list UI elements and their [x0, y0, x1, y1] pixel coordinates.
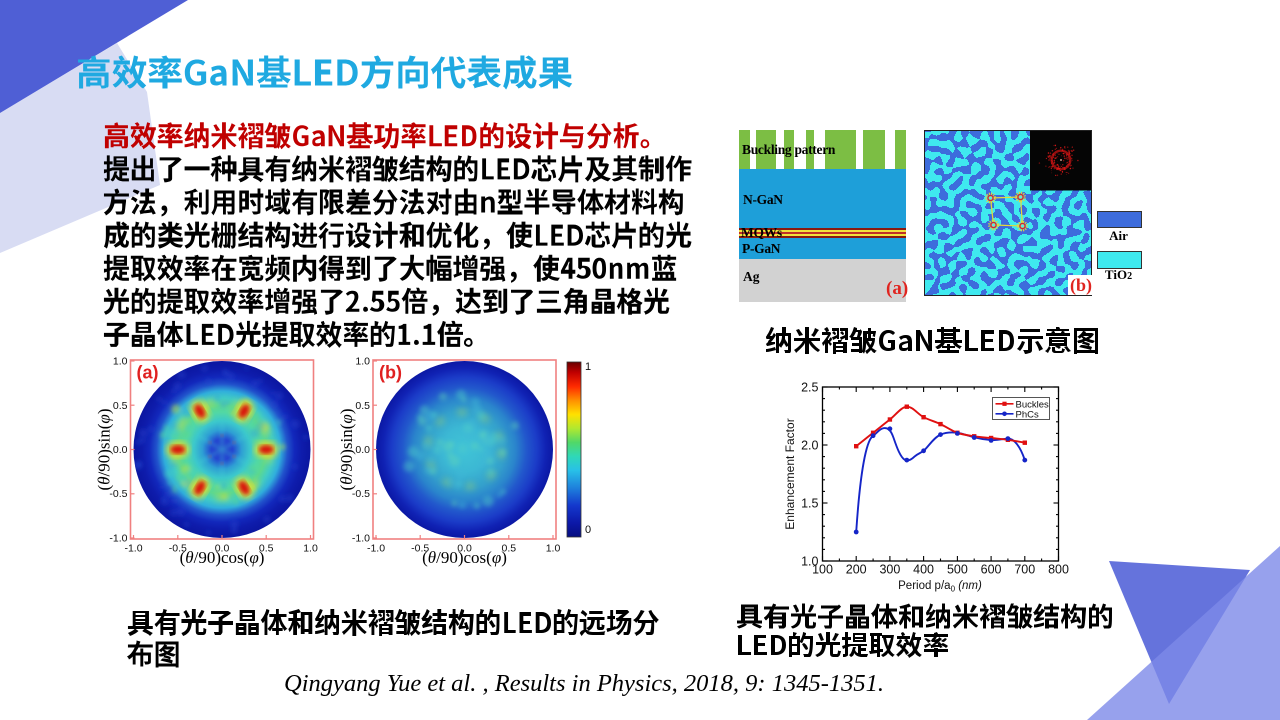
- svg-text:1.0: 1.0: [303, 543, 318, 555]
- svg-text:-0.5: -0.5: [411, 543, 429, 555]
- svg-text:1.0: 1.0: [801, 555, 818, 569]
- svg-text:1.0: 1.0: [355, 356, 370, 368]
- svg-text:Period p/a0 (nm): Period p/a0 (nm): [898, 580, 982, 594]
- svg-text:1.0: 1.0: [546, 543, 561, 555]
- svg-text:0: 0: [585, 524, 591, 536]
- svg-text:Buckles: Buckles: [1016, 399, 1050, 410]
- svg-text:0.0: 0.0: [457, 543, 472, 555]
- svg-text:-1.0: -1.0: [124, 543, 142, 555]
- svg-text:0.0: 0.0: [113, 444, 128, 456]
- svg-text:-1.0: -1.0: [367, 543, 385, 555]
- svg-text:1.5: 1.5: [801, 497, 818, 511]
- svg-text:500: 500: [947, 563, 968, 577]
- svg-text:(b): (b): [1070, 275, 1092, 296]
- svg-text:800: 800: [1048, 563, 1069, 577]
- svg-text:(θ/90)sin(φ): (θ/90)sin(φ): [337, 409, 356, 491]
- svg-text:600: 600: [981, 563, 1002, 577]
- svg-text:400: 400: [913, 563, 934, 577]
- svg-text:(a): (a): [137, 363, 159, 383]
- svg-text:1.0: 1.0: [113, 356, 128, 368]
- svg-text:2.5: 2.5: [801, 381, 818, 395]
- svg-text:-0.5: -0.5: [169, 543, 187, 555]
- svg-text:(θ/90)cos(φ): (θ/90)cos(φ): [422, 548, 507, 567]
- svg-text:(b): (b): [379, 363, 402, 383]
- svg-text:0.0: 0.0: [355, 444, 370, 456]
- svg-text:(θ/90)sin(φ): (θ/90)sin(φ): [95, 409, 114, 491]
- svg-text:PhCs: PhCs: [1016, 409, 1039, 420]
- svg-text:100: 100: [812, 563, 833, 577]
- svg-text:-1.0: -1.0: [352, 533, 370, 545]
- svg-text:0.0: 0.0: [215, 543, 230, 555]
- svg-text:-0.5: -0.5: [109, 488, 127, 500]
- svg-text:0.5: 0.5: [259, 543, 274, 555]
- svg-text:200: 200: [846, 563, 867, 577]
- svg-text:Enhancement Factor: Enhancement Factor: [783, 418, 797, 529]
- svg-text:0.5: 0.5: [113, 400, 128, 412]
- svg-text:-1.0: -1.0: [109, 533, 127, 545]
- svg-text:(θ/90)cos(φ): (θ/90)cos(φ): [180, 548, 265, 567]
- svg-text:300: 300: [879, 563, 900, 577]
- svg-text:700: 700: [1014, 563, 1035, 577]
- svg-text:0.5: 0.5: [501, 543, 516, 555]
- svg-text:-0.5: -0.5: [352, 488, 370, 500]
- svg-text:2.0: 2.0: [801, 439, 818, 453]
- svg-text:1: 1: [585, 361, 591, 373]
- svg-text:0.5: 0.5: [355, 400, 370, 412]
